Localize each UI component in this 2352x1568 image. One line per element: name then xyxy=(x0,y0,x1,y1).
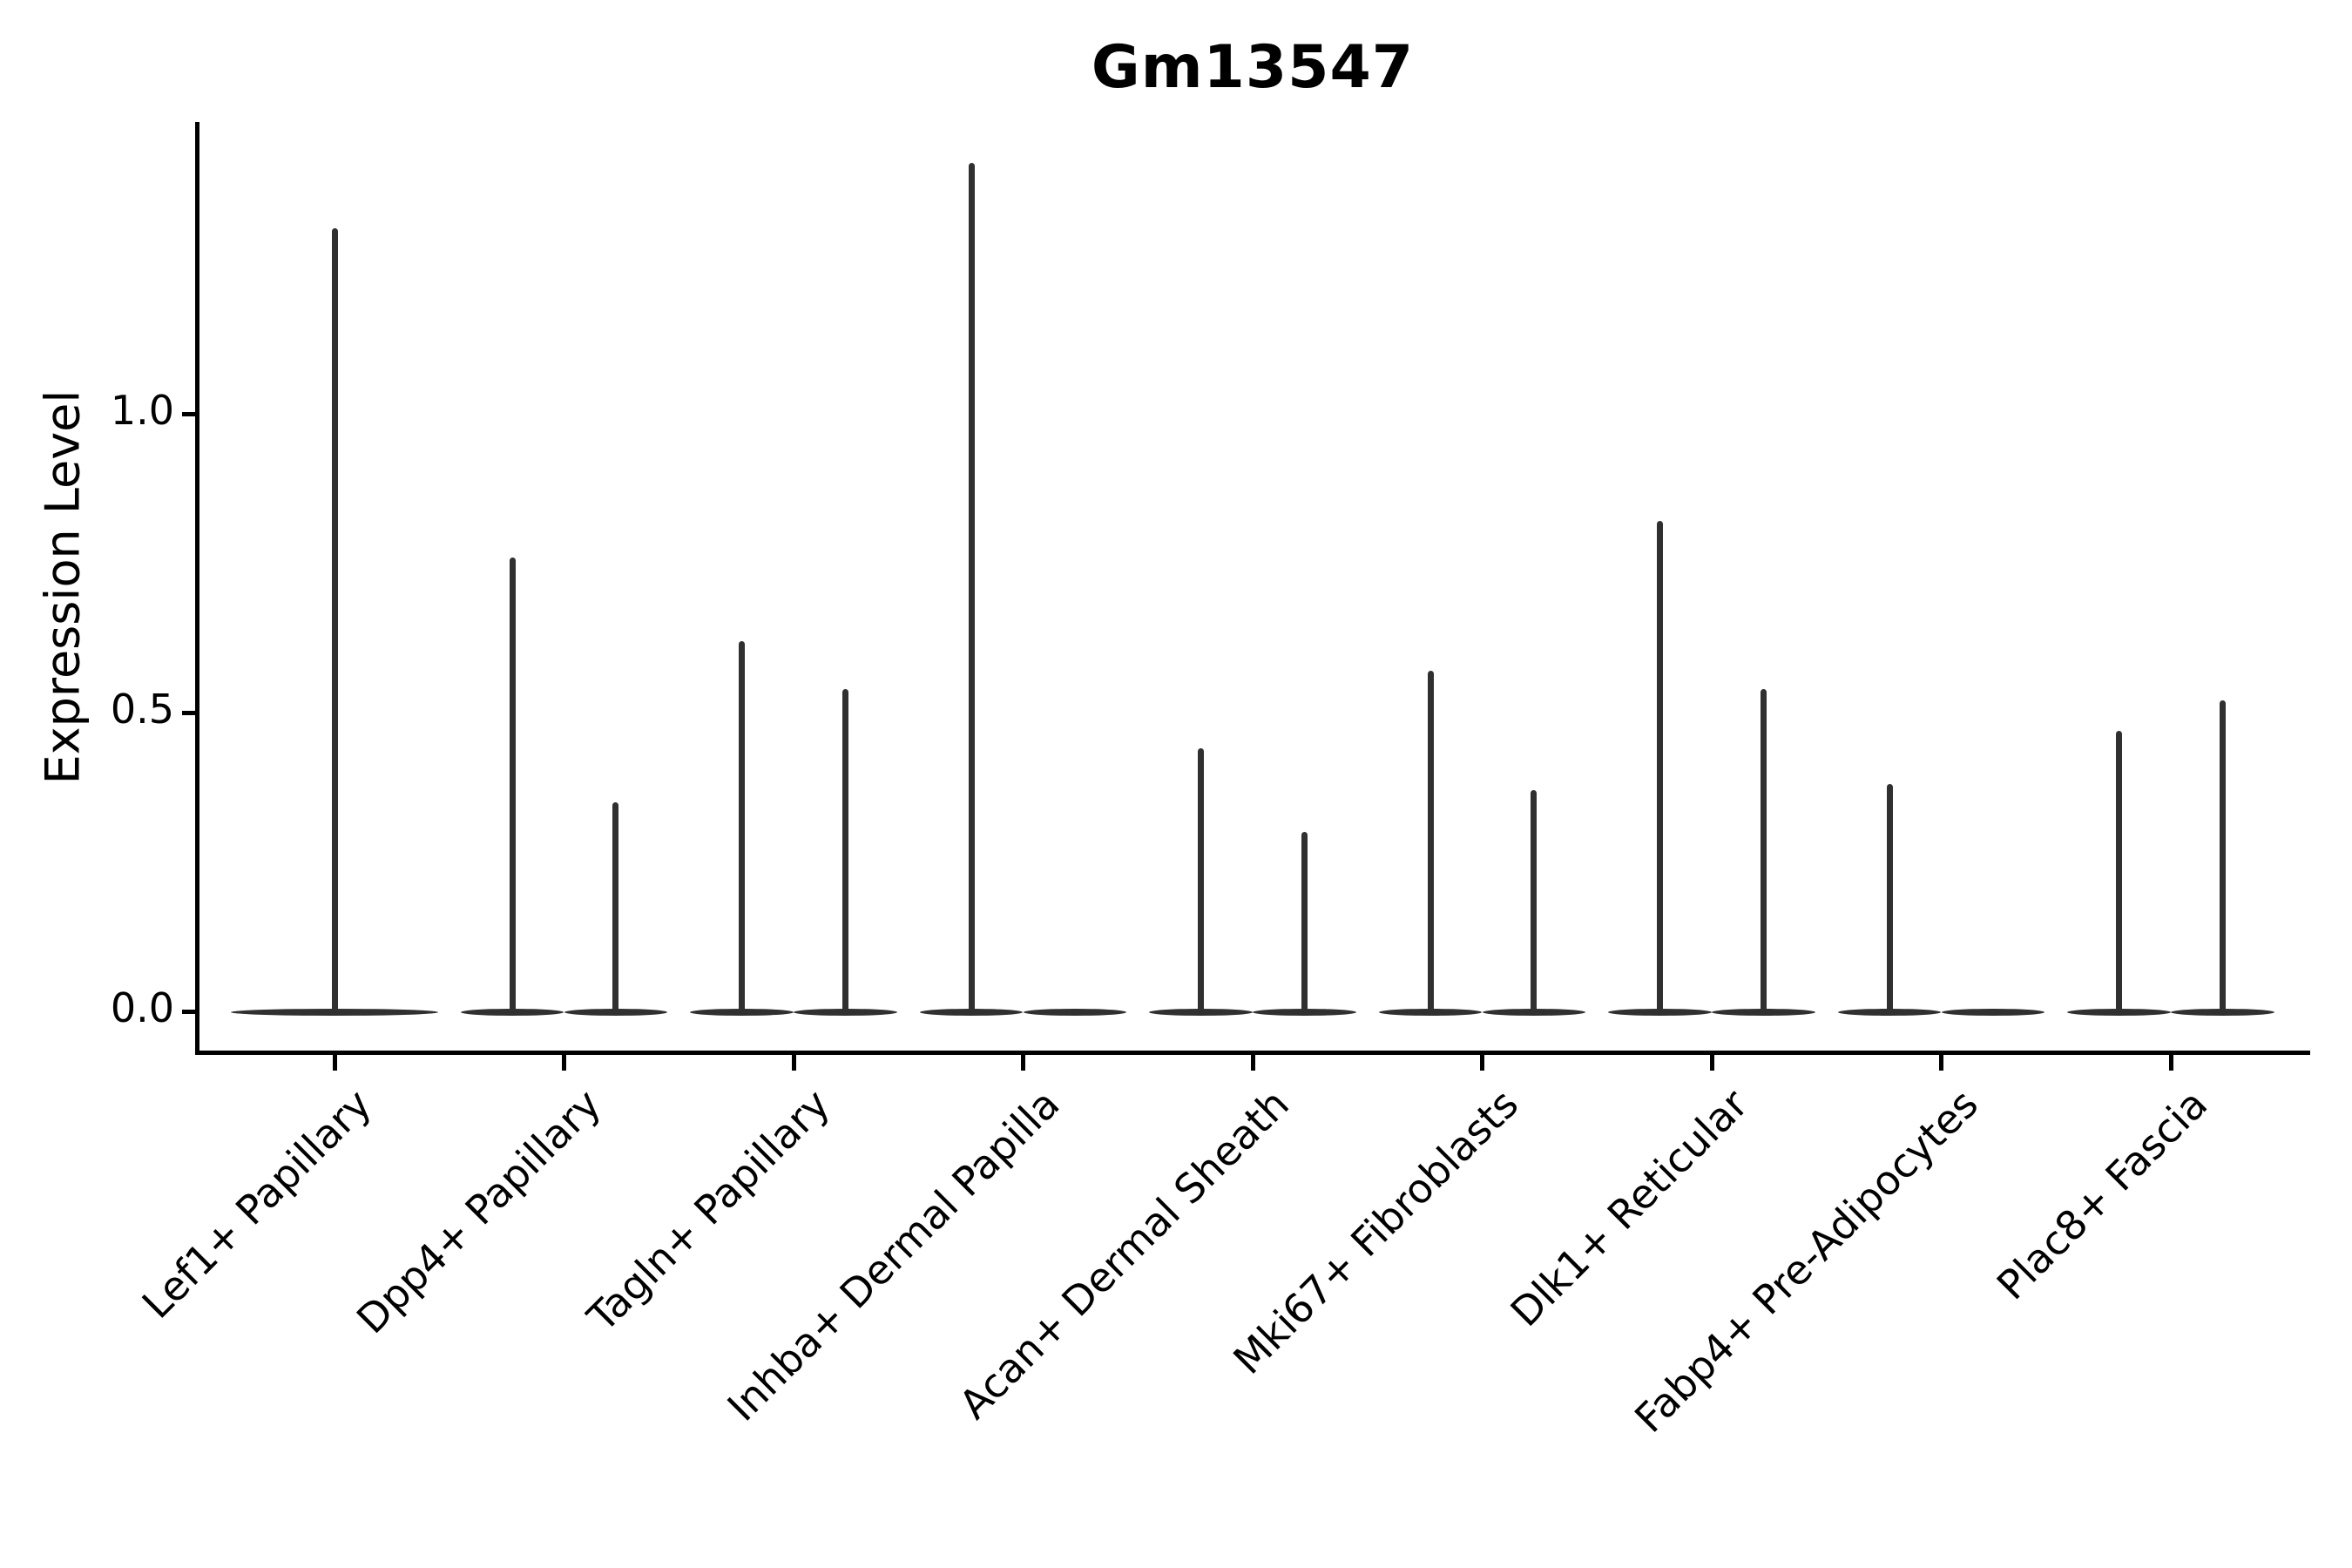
x-tick-label: Lef1+ Papillary xyxy=(132,1080,381,1328)
x-tick-mark xyxy=(562,1055,566,1071)
y-axis-spine xyxy=(195,122,199,1055)
violin-spike xyxy=(968,162,975,1013)
y-tick-mark xyxy=(182,411,195,416)
chart-title: Gm13547 xyxy=(1091,33,1415,102)
violin-base xyxy=(1941,1009,2045,1016)
y-tick-label: 0.0 xyxy=(110,984,174,1031)
x-tick-mark xyxy=(1250,1055,1255,1071)
x-tick-mark xyxy=(791,1055,796,1071)
x-tick-label: Tagln+ Papillary xyxy=(578,1080,840,1341)
x-tick-mark xyxy=(2168,1055,2173,1071)
violin-spike xyxy=(1427,670,1434,1013)
violin-spike xyxy=(739,640,746,1013)
violin-spike xyxy=(1886,784,1893,1013)
violin-spike xyxy=(1301,832,1308,1013)
violin-spike xyxy=(1198,748,1205,1013)
violin-spike xyxy=(841,688,848,1013)
violin-spike xyxy=(331,228,338,1013)
x-tick-mark xyxy=(1480,1055,1484,1071)
x-axis-spine xyxy=(195,1051,2310,1055)
x-tick-mark xyxy=(1709,1055,1714,1071)
x-tick-label: Dpp4+ Papillary xyxy=(347,1080,610,1343)
violin-spike xyxy=(1531,790,1538,1013)
violin-spike xyxy=(2219,700,2226,1013)
x-tick-label: Dlk1+ Reticular xyxy=(1501,1080,1758,1336)
violin-spike xyxy=(509,557,516,1013)
x-tick-label: Plac8+ Fascia xyxy=(1987,1080,2217,1309)
x-tick-mark xyxy=(332,1055,337,1071)
y-tick-label: 0.5 xyxy=(110,686,174,733)
y-tick-mark xyxy=(182,710,195,715)
y-tick-mark xyxy=(182,1009,195,1014)
violin-base xyxy=(1023,1009,1127,1016)
y-tick-label: 1.0 xyxy=(110,387,174,434)
violin-spike xyxy=(1657,521,1664,1013)
x-tick-mark xyxy=(1021,1055,1025,1071)
y-axis-label: Expression Level xyxy=(35,389,91,785)
violin-spike xyxy=(1760,688,1767,1013)
violin-spike xyxy=(2116,730,2123,1013)
violin-spike xyxy=(612,801,619,1013)
x-tick-mark xyxy=(1939,1055,1943,1071)
